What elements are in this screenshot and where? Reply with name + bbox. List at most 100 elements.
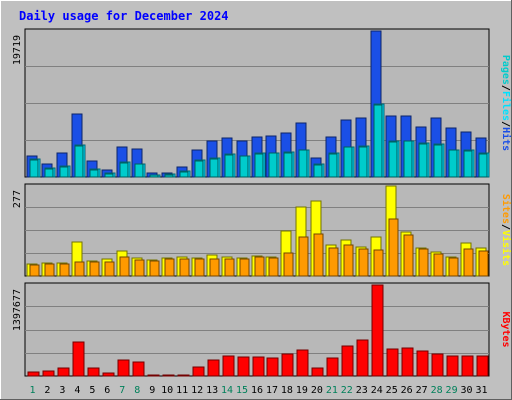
- bar-sites-day-3: [59, 263, 70, 277]
- bar-sites-day-24: [373, 249, 384, 277]
- bar-kbytes-day-24: [371, 284, 384, 377]
- bar-pages-day-16: [254, 153, 264, 178]
- bar-kbytes-day-2: [42, 370, 55, 377]
- bar-sites-day-11: [179, 258, 190, 277]
- bar-pages-day-21: [328, 153, 338, 178]
- bar-pages-day-1: [29, 159, 39, 178]
- bar-pages-day-31: [478, 153, 488, 178]
- legend-separator: /: [500, 85, 511, 91]
- bar-sites-day-15: [239, 258, 250, 277]
- x-tick-label: 25: [386, 385, 398, 396]
- legend-separator: /: [500, 224, 511, 230]
- bar-pages-day-12: [194, 160, 204, 178]
- x-tick-label: 18: [281, 385, 293, 396]
- bar-sites-day-22: [343, 244, 354, 277]
- bar-pages-day-6: [104, 173, 114, 178]
- max-value-label: 277: [12, 190, 23, 208]
- series-legend: Sites/Visits: [500, 194, 512, 266]
- bar-kbytes-day-19: [296, 349, 309, 377]
- bar-sites-day-28: [433, 253, 444, 277]
- x-tick-label: 21: [326, 385, 338, 396]
- bar-sites-day-14: [224, 258, 235, 277]
- x-tick-label: 8: [134, 385, 140, 396]
- bar-kbytes-day-30: [461, 355, 474, 377]
- bar-pages-day-22: [343, 146, 353, 178]
- series-pages: [29, 104, 488, 178]
- x-tick-label: 2: [44, 385, 50, 396]
- legend-files: Files: [500, 91, 512, 121]
- bar-sites-day-10: [164, 258, 175, 277]
- bar-pages-day-17: [268, 152, 278, 178]
- bar-kbytes-day-11: [177, 374, 190, 377]
- bar-kbytes-day-10: [162, 374, 175, 377]
- bar-kbytes-day-18: [281, 353, 294, 377]
- bar-pages-day-7: [119, 162, 129, 178]
- x-tick-label: 30: [461, 385, 473, 396]
- bar-kbytes-day-28: [431, 353, 444, 377]
- bar-pages-day-28: [433, 144, 443, 178]
- x-tick-label: 19: [296, 385, 308, 396]
- bar-sites-day-16: [254, 256, 265, 277]
- x-tick-label: 10: [161, 385, 173, 396]
- series-kbytes: [27, 284, 489, 377]
- bar-kbytes-day-25: [386, 348, 399, 377]
- bar-pages-day-18: [283, 152, 293, 178]
- x-tick-label: 17: [266, 385, 278, 396]
- bar-pages-day-20: [313, 164, 323, 178]
- panel-3: 1397677 KBytes: [12, 282, 511, 377]
- x-tick-label: 13: [206, 385, 218, 396]
- bar-sites-day-27: [418, 248, 429, 277]
- x-tick-label: 31: [475, 385, 487, 396]
- bar-pages-day-29: [448, 149, 458, 178]
- x-tick-label: 29: [446, 385, 458, 396]
- bar-kbytes-day-16: [252, 356, 265, 377]
- bar-kbytes-day-5: [87, 367, 100, 377]
- bar-kbytes-day-12: [192, 366, 205, 377]
- max-value-label: 19719: [12, 35, 23, 65]
- bar-kbytes-day-13: [207, 359, 220, 377]
- x-tick-label: 23: [356, 385, 368, 396]
- bar-sites-day-30: [463, 248, 474, 277]
- x-tick-label: 11: [176, 385, 188, 396]
- bar-sites-day-5: [89, 261, 100, 277]
- bar-sites-day-12: [194, 258, 205, 277]
- bar-kbytes-day-23: [356, 339, 369, 377]
- bar-kbytes-day-27: [416, 350, 429, 377]
- bar-pages-day-10: [164, 174, 174, 178]
- x-tick-label: 4: [74, 385, 80, 396]
- bar-pages-day-27: [418, 143, 428, 178]
- bar-pages-day-24: [373, 104, 383, 178]
- bar-kbytes-day-8: [132, 361, 145, 377]
- legend-separator: /: [500, 121, 511, 127]
- x-tick-label: 1: [29, 385, 35, 396]
- bar-sites-day-1: [29, 264, 40, 277]
- bar-kbytes-day-1: [27, 371, 40, 377]
- bar-pages-day-4: [74, 145, 84, 178]
- bar-pages-day-15: [239, 155, 249, 178]
- bar-pages-day-26: [403, 140, 413, 178]
- x-tick-label: 6: [104, 385, 110, 396]
- bar-sites-day-23: [358, 248, 369, 277]
- x-tick-label: 7: [119, 385, 125, 396]
- bar-pages-day-23: [358, 146, 368, 178]
- x-tick-label: 26: [401, 385, 413, 396]
- legend-visits: Visits: [500, 230, 512, 266]
- bar-kbytes-day-26: [401, 347, 414, 377]
- bar-pages-day-9: [149, 174, 159, 178]
- chart-title: Daily usage for December 2024: [19, 9, 229, 23]
- x-tick-label: 5: [89, 385, 95, 396]
- bar-sites-day-6: [104, 261, 115, 277]
- legend-sites: Sites: [500, 194, 512, 224]
- x-tick-label: 14: [221, 385, 233, 396]
- series-legend: Pages/Files/Hits: [500, 55, 512, 151]
- x-tick-label: 27: [416, 385, 428, 396]
- bar-sites-day-25: [388, 218, 399, 277]
- bar-pages-day-25: [388, 141, 398, 178]
- legend-pages: Pages: [500, 55, 511, 85]
- x-tick-label: 16: [251, 385, 263, 396]
- series-sites: [29, 218, 489, 277]
- bar-sites-day-7: [119, 256, 130, 277]
- bar-sites-day-9: [149, 260, 160, 277]
- bar-sites-day-17: [268, 257, 279, 277]
